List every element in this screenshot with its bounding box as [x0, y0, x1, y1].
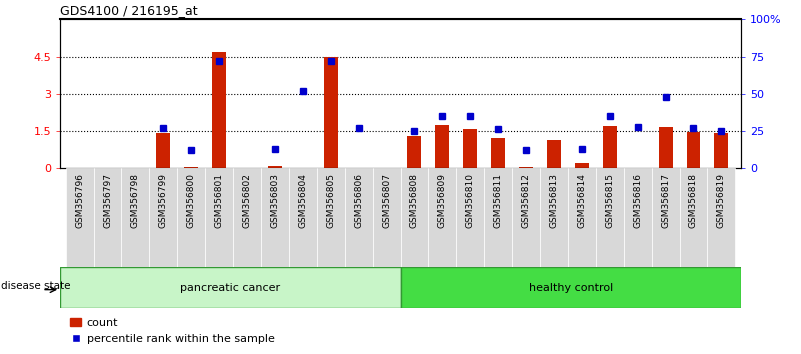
Text: GSM356811: GSM356811	[493, 173, 503, 228]
Text: GSM356813: GSM356813	[549, 173, 558, 228]
Bar	[205, 168, 233, 267]
Bar	[575, 163, 589, 168]
Bar	[512, 168, 540, 267]
Text: GSM356809: GSM356809	[438, 173, 447, 228]
Text: GSM356803: GSM356803	[271, 173, 280, 228]
Bar	[457, 168, 485, 267]
Text: GDS4100 / 216195_at: GDS4100 / 216195_at	[60, 4, 198, 17]
Text: GSM356810: GSM356810	[465, 173, 475, 228]
Bar	[60, 267, 400, 308]
Bar	[652, 168, 679, 267]
Text: GSM356816: GSM356816	[633, 173, 642, 228]
Bar	[66, 168, 94, 267]
Bar	[400, 168, 429, 267]
Text: GSM356817: GSM356817	[661, 173, 670, 228]
Bar	[540, 168, 568, 267]
Bar	[547, 139, 561, 168]
Bar	[316, 168, 344, 267]
Text: GSM356806: GSM356806	[354, 173, 363, 228]
Bar	[344, 168, 372, 267]
Bar	[372, 168, 400, 267]
Bar	[686, 132, 700, 168]
Text: GSM356801: GSM356801	[215, 173, 223, 228]
Bar	[707, 168, 735, 267]
Bar	[436, 125, 449, 168]
Bar	[268, 166, 282, 168]
Text: GSM356799: GSM356799	[159, 173, 168, 228]
Text: GSM356808: GSM356808	[410, 173, 419, 228]
Bar	[679, 168, 707, 267]
Bar	[603, 126, 617, 168]
Bar	[122, 168, 149, 267]
Bar	[408, 136, 421, 168]
Bar	[184, 167, 198, 168]
Text: GSM356797: GSM356797	[103, 173, 112, 228]
Bar	[463, 129, 477, 168]
Bar	[485, 168, 512, 267]
Text: GSM356815: GSM356815	[606, 173, 614, 228]
Bar	[491, 138, 505, 168]
Bar	[233, 168, 261, 267]
Text: GSM356796: GSM356796	[75, 173, 84, 228]
Bar	[212, 52, 226, 168]
Text: GSM356818: GSM356818	[689, 173, 698, 228]
Bar	[94, 168, 122, 267]
Text: GSM356802: GSM356802	[243, 173, 252, 228]
Bar	[624, 168, 652, 267]
Bar	[400, 267, 741, 308]
Text: GSM356800: GSM356800	[187, 173, 195, 228]
Bar	[289, 168, 316, 267]
Text: GSM356812: GSM356812	[521, 173, 530, 228]
Text: GSM356814: GSM356814	[578, 173, 586, 228]
Bar	[177, 168, 205, 267]
Bar	[324, 57, 338, 168]
Bar	[568, 168, 596, 267]
Text: GSM356819: GSM356819	[717, 173, 726, 228]
Bar	[519, 167, 533, 168]
Text: pancreatic cancer: pancreatic cancer	[180, 282, 280, 293]
Bar	[658, 127, 673, 168]
Text: GSM356807: GSM356807	[382, 173, 391, 228]
Bar	[156, 133, 171, 168]
Legend: count, percentile rank within the sample: count, percentile rank within the sample	[66, 314, 279, 348]
Bar	[596, 168, 624, 267]
Text: healthy control: healthy control	[529, 282, 613, 293]
Bar	[429, 168, 457, 267]
Text: disease state: disease state	[2, 281, 70, 291]
Bar	[149, 168, 177, 267]
Bar	[261, 168, 289, 267]
Text: GSM356798: GSM356798	[131, 173, 140, 228]
Bar	[714, 133, 728, 168]
Text: GSM356805: GSM356805	[326, 173, 336, 228]
Text: GSM356804: GSM356804	[298, 173, 308, 228]
